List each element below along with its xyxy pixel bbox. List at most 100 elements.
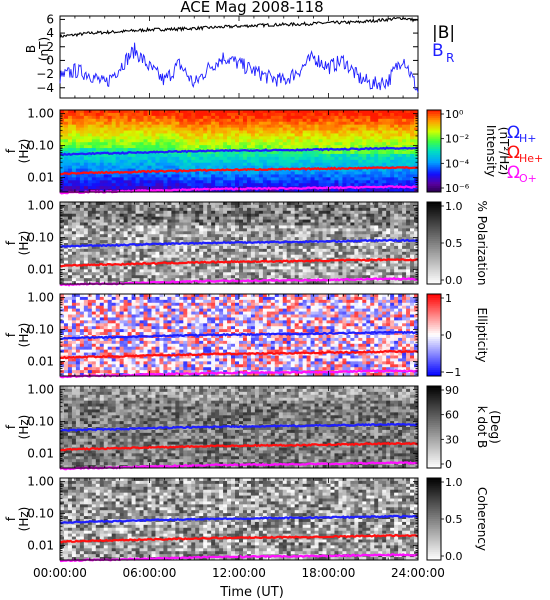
spectrogram-cell bbox=[99, 225, 105, 229]
spectrogram-cell bbox=[131, 118, 136, 123]
spectrogram-cell bbox=[386, 124, 391, 128]
spectrogram-cell bbox=[250, 139, 256, 143]
spectrogram-cell bbox=[227, 171, 232, 175]
spectrogram-cell bbox=[155, 240, 160, 244]
spectrogram-cell bbox=[107, 202, 113, 206]
spectrogram-cell bbox=[231, 228, 236, 232]
spectrogram-cell bbox=[115, 110, 121, 114]
spectrogram-cell bbox=[219, 133, 224, 137]
spectrogram-cell bbox=[314, 133, 319, 137]
spectrogram-cell bbox=[302, 243, 308, 247]
spectrogram-cell bbox=[67, 251, 73, 256]
spectrogram-cell bbox=[215, 189, 220, 193]
spectrogram-cell bbox=[211, 165, 216, 169]
spectrogram-cell bbox=[135, 219, 140, 223]
spectrogram-cell bbox=[95, 183, 101, 187]
spectrogram-cell bbox=[314, 139, 319, 143]
spectrogram-cell bbox=[131, 254, 136, 259]
spectrogram-cell bbox=[71, 207, 77, 212]
spectrogram-cell bbox=[171, 148, 176, 152]
spectrogram-cell bbox=[179, 254, 184, 259]
spectrogram-cell bbox=[227, 228, 232, 232]
spectrogram-cell bbox=[342, 130, 347, 134]
spectrogram-cell bbox=[207, 156, 212, 161]
spectrogram-cell bbox=[231, 225, 236, 229]
spectrogram-cell bbox=[294, 263, 300, 267]
spectrogram-cell bbox=[278, 202, 284, 206]
spectrogram-cell bbox=[286, 127, 292, 131]
spectrogram-cell bbox=[394, 133, 399, 137]
spectrogram-cell bbox=[318, 269, 323, 273]
spectrogram-cell bbox=[306, 257, 311, 261]
spectrogram-cell bbox=[239, 142, 244, 146]
spectrogram-cell bbox=[191, 124, 196, 128]
spectrogram-cell bbox=[199, 133, 204, 137]
legend-gyrofrequency-symbol: Ω bbox=[507, 123, 520, 143]
spectrogram-cell bbox=[286, 174, 292, 178]
spectrogram-cell bbox=[99, 228, 105, 232]
spectrogram-cell bbox=[310, 263, 315, 267]
spectrogram-cell bbox=[394, 186, 399, 190]
spectrogram-cell bbox=[123, 139, 129, 143]
spectrogram-cell bbox=[127, 118, 132, 123]
spectrogram-cell bbox=[302, 151, 308, 155]
spectrogram-cell bbox=[374, 171, 379, 175]
spectrogram-cell bbox=[366, 254, 371, 259]
spectrogram-cell bbox=[310, 133, 315, 137]
spectrogram-cell bbox=[171, 210, 176, 215]
spectrogram-cell bbox=[402, 133, 407, 137]
spectrogram-cell bbox=[179, 278, 184, 282]
spectrogram-cell bbox=[298, 115, 304, 120]
spectrogram-cell bbox=[123, 278, 129, 282]
spectrogram-cell bbox=[310, 153, 315, 158]
spectrogram-cell bbox=[187, 228, 192, 232]
spectrogram-cell bbox=[322, 207, 327, 212]
spectrogram-cell bbox=[207, 204, 212, 209]
spectrogram-cell bbox=[298, 213, 304, 218]
spectrogram-cell bbox=[163, 124, 168, 128]
spectrogram-cell bbox=[270, 228, 276, 232]
spectrogram-cell bbox=[362, 260, 367, 264]
spectrogram-cell bbox=[71, 248, 77, 253]
spectrogram-cell bbox=[362, 225, 367, 229]
spectrogram-cell bbox=[306, 216, 311, 220]
spectrogram-cell bbox=[171, 139, 176, 143]
spectrogram-cell bbox=[262, 183, 268, 187]
spectrogram-cell bbox=[302, 251, 308, 256]
spectrogram-cell bbox=[370, 115, 375, 120]
spectrogram-cell bbox=[231, 269, 236, 273]
spectrogram-cell bbox=[334, 251, 339, 256]
spectrogram-cell bbox=[322, 151, 327, 155]
spectrogram-cell bbox=[258, 234, 264, 238]
spectrogram-cell bbox=[402, 112, 407, 117]
spectrogram-cell bbox=[211, 174, 216, 178]
spectrogram-cell bbox=[155, 186, 160, 190]
spectrogram-cell bbox=[370, 231, 375, 235]
spectrogram-cell bbox=[322, 245, 327, 250]
spectrogram-cell bbox=[131, 260, 136, 264]
spectrogram-cell bbox=[235, 142, 240, 146]
spectrogram-cell bbox=[211, 156, 216, 161]
spectrogram-cell bbox=[131, 237, 136, 241]
spectrogram-cell bbox=[239, 139, 244, 143]
spectrogram-cell bbox=[310, 245, 315, 250]
spectrogram-cell bbox=[155, 171, 160, 175]
spectrogram-cell bbox=[71, 228, 77, 232]
spectrogram-cell bbox=[246, 148, 252, 152]
spectrogram-cell bbox=[350, 142, 355, 146]
spectrogram-cell bbox=[159, 225, 164, 229]
spectrogram-cell bbox=[171, 153, 176, 158]
spectrogram-cell bbox=[159, 231, 164, 235]
spectrogram-cell bbox=[286, 216, 292, 220]
spectrogram-cell bbox=[239, 136, 244, 140]
spectrogram-cell bbox=[163, 231, 168, 235]
spectrogram-cell bbox=[250, 153, 256, 158]
spectrogram-cell bbox=[183, 124, 188, 128]
spectrogram-cell bbox=[87, 118, 93, 123]
spectrogram-cell bbox=[250, 216, 256, 220]
spectrogram-cell bbox=[334, 130, 339, 134]
spectrogram-cell bbox=[342, 248, 347, 253]
spectrogram-cell bbox=[171, 165, 176, 169]
spectrogram-cell bbox=[250, 145, 256, 149]
spectrogram-cell bbox=[103, 127, 109, 131]
